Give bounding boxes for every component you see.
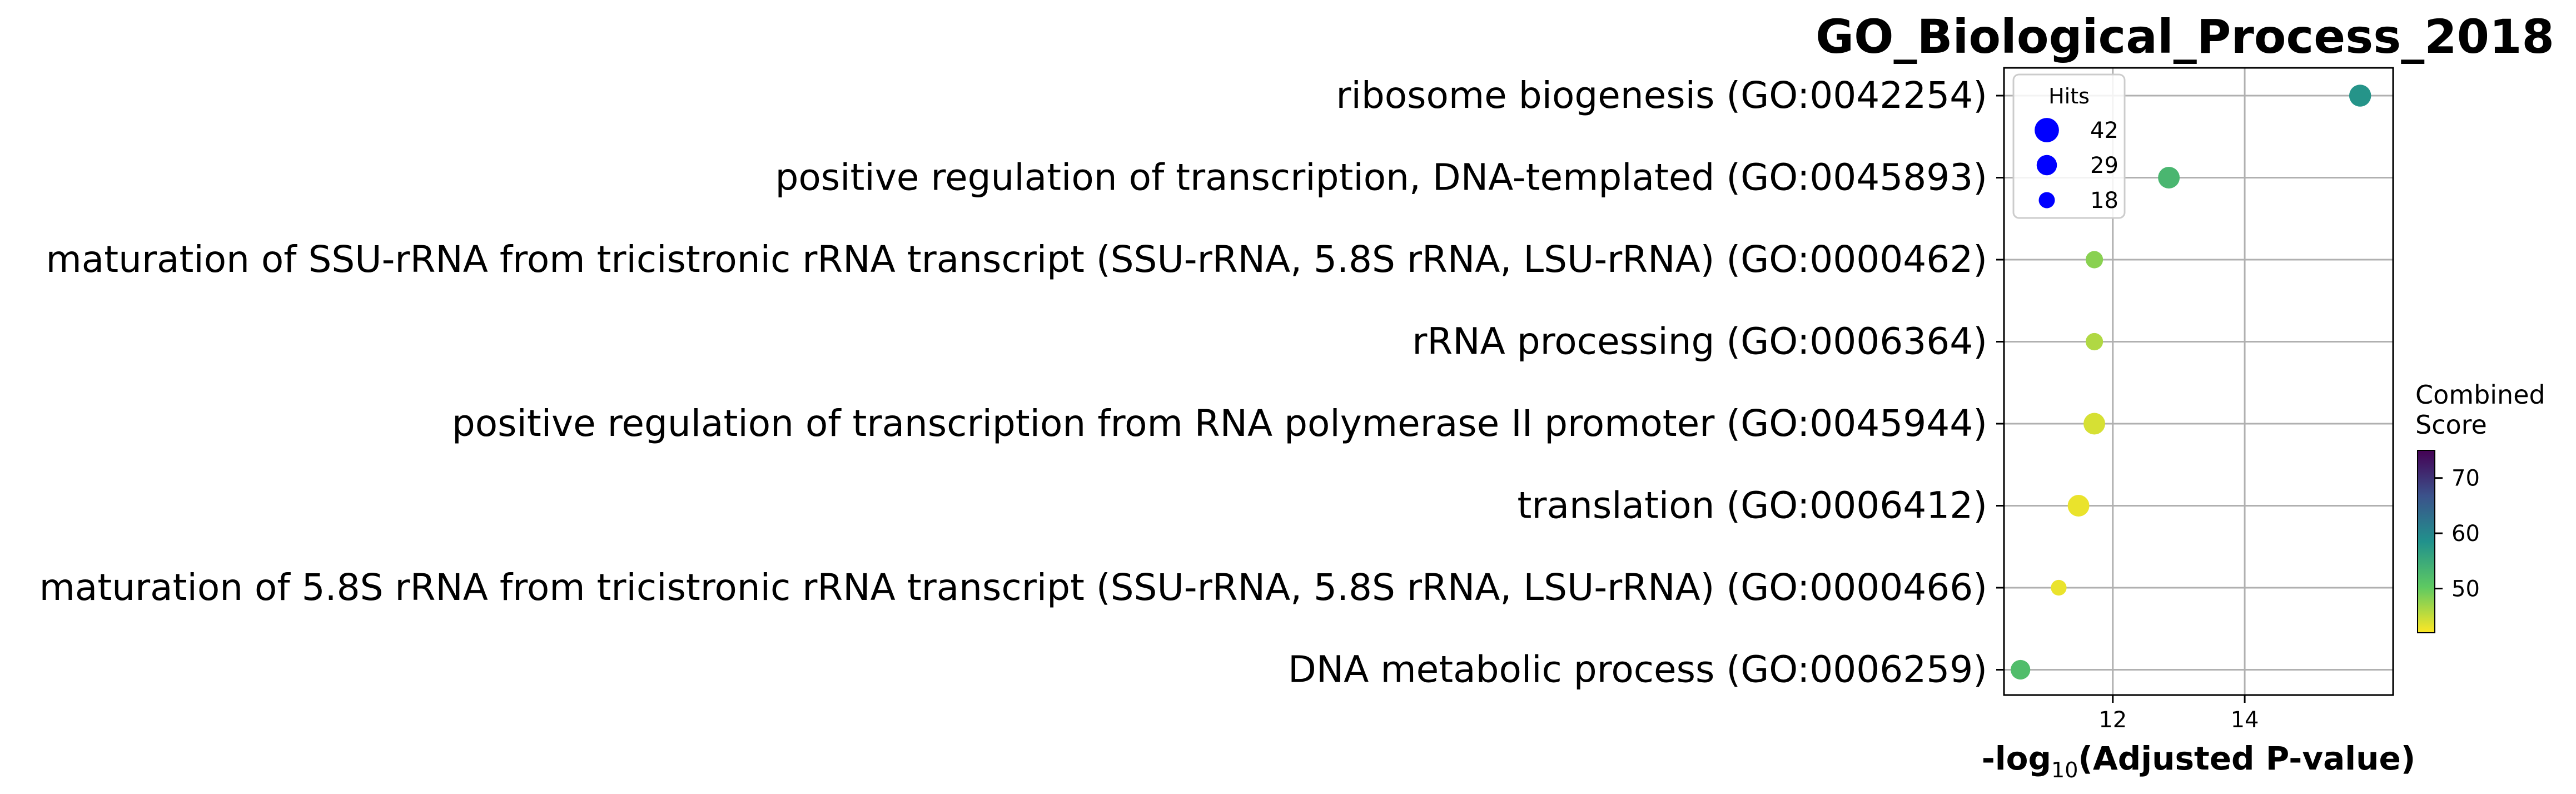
y-tick-label: maturation of 5.8S rRNA from tricistroni…	[39, 566, 1987, 609]
colorbar-tick-label: 70	[2451, 466, 2480, 492]
data-point	[2158, 167, 2180, 188]
legend-label: 29	[2090, 153, 2119, 178]
legend-label: 42	[2090, 118, 2119, 143]
legend-frame	[2012, 73, 2126, 219]
y-tick-label: translation (GO:0006412)	[1518, 484, 1987, 527]
data-points	[2011, 85, 2371, 680]
x-tick-label: 12	[2098, 707, 2127, 733]
colorbar: Combined Score 50 60 70	[2415, 380, 2545, 633]
x-tick-label: 14	[2231, 707, 2259, 733]
y-tick-label: maturation of SSU-rRNA from tricistronic…	[46, 238, 1988, 281]
y-tick-label: DNA metabolic process (GO:0006259)	[1288, 648, 1987, 691]
y-tick-label: rRNA processing (GO:0006364)	[1412, 320, 1987, 363]
x-axis-label: -log10(Adjusted P-value)	[1982, 740, 2416, 782]
legend-marker	[2038, 192, 2055, 209]
legend-marker	[2036, 155, 2057, 176]
legend-label: 18	[2090, 188, 2119, 214]
chart-title: GO_Biological_Process_2018	[1816, 9, 2554, 64]
data-point	[2051, 579, 2067, 596]
colorbar-title-line2: Score	[2415, 410, 2487, 440]
hits-legend: Hits 42 29 18	[2012, 73, 2126, 219]
colorbar-gradient	[2417, 450, 2435, 633]
legend-marker	[2035, 118, 2059, 142]
colorbar-title-line1: Combined	[2415, 380, 2545, 410]
data-point	[2083, 413, 2105, 435]
legend-title: Hits	[2048, 84, 2090, 108]
colorbar-tick-label: 50	[2451, 576, 2480, 602]
colorbar-ticks: 50 60 70	[2435, 466, 2480, 602]
plot-frame	[2003, 67, 2394, 696]
x-ticks: 12 14	[2098, 695, 2259, 733]
y-tick-label: ribosome biogenesis (GO:0042254)	[1336, 74, 1987, 117]
data-point	[2085, 251, 2103, 269]
data-point	[2349, 85, 2371, 107]
data-point	[2011, 659, 2031, 680]
y-tick-labels: ribosome biogenesis (GO:0042254) positive…	[39, 74, 2004, 691]
data-point	[2067, 495, 2090, 517]
colorbar-tick-label: 60	[2451, 521, 2480, 547]
y-tick-label: positive regulation of transcription, DN…	[775, 156, 1987, 199]
legend-entries: 42 29 18	[2035, 118, 2119, 214]
y-tick-label: positive regulation of transcription fro…	[452, 402, 1987, 445]
data-point	[2085, 333, 2103, 351]
